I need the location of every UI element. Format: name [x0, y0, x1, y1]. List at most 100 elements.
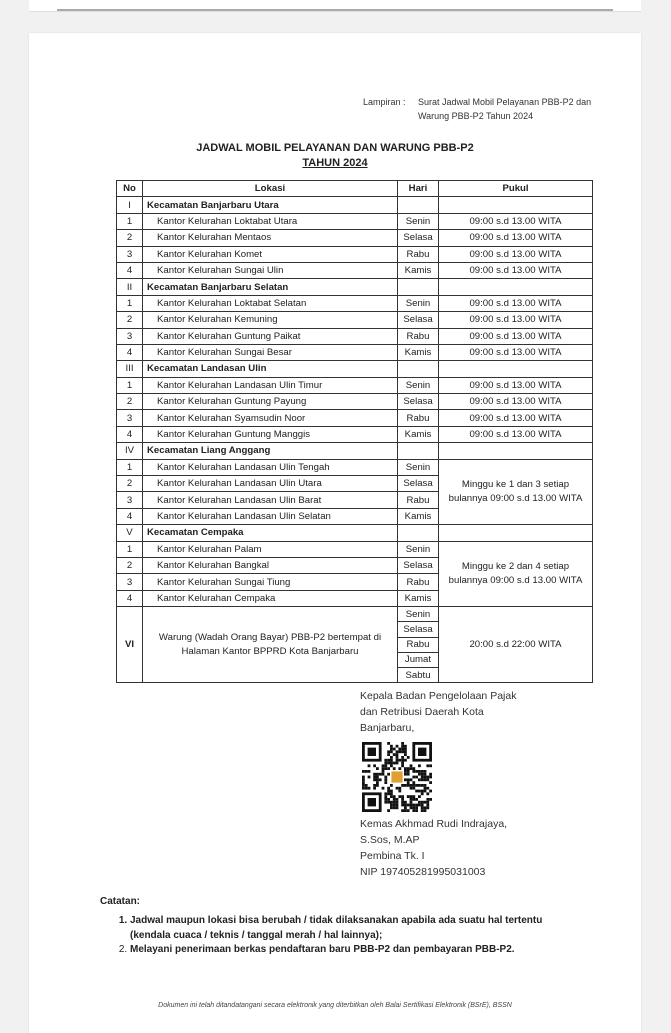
day-cell: Senin	[397, 458, 439, 477]
group-number: V	[116, 524, 143, 542]
qr-module	[412, 809, 416, 812]
qr-module	[362, 770, 365, 773]
qr-module	[406, 784, 410, 787]
attachment-note: Lampiran : Surat Jadwal Mobil Pelayanan …	[363, 95, 591, 123]
district-name: Kecamatan Landasan Ulin	[142, 360, 398, 378]
qr-module	[390, 761, 393, 765]
location-cell: Kantor Kelurahan Sungai Tiung	[142, 573, 398, 591]
day-cell: Rabu	[397, 245, 439, 263]
qr-module	[384, 781, 388, 784]
qr-module	[406, 770, 410, 773]
document-subtitle: TAHUN 2024	[302, 157, 368, 169]
qr-module	[412, 781, 416, 784]
qr-module	[404, 800, 407, 804]
qr-module	[406, 772, 410, 776]
qr-module	[415, 770, 418, 773]
qr-module	[384, 764, 388, 768]
qr-module	[381, 772, 385, 776]
qr-module	[395, 761, 399, 765]
qr-module	[362, 784, 365, 787]
time-cell: 09:00 s.d 13.00 WITA	[438, 294, 593, 313]
day-cell: Senin	[397, 294, 439, 313]
qr-module	[390, 792, 393, 796]
qr-module	[404, 747, 407, 751]
qr-finder	[367, 747, 376, 756]
qr-module	[390, 764, 393, 768]
qr-module	[387, 758, 390, 762]
qr-module	[415, 803, 418, 807]
location-cell: Kantor Kelurahan Cempaka	[142, 589, 398, 608]
day-cell: Senin	[397, 540, 439, 558]
table-row: 3 Kantor Kelurahan Syamsudin Noor Rabu 09:0…	[116, 409, 593, 427]
qr-module	[415, 798, 418, 801]
qr-module	[412, 784, 416, 787]
qr-module	[387, 792, 390, 796]
group-row: IV Kecamatan Liang Anggang	[116, 442, 593, 460]
location-cell: Kantor Kelurahan Kemuning	[142, 311, 398, 329]
table-row: 1 Kantor Kelurahan Loktabat Selatan Senin 0…	[116, 294, 593, 313]
name-line: Kemas Akhmad Rudi Indrajaya,	[360, 818, 508, 830]
qr-module	[401, 803, 404, 807]
qr-module	[395, 798, 399, 801]
qr-module	[420, 784, 424, 787]
qr-module	[395, 744, 399, 748]
qr-module	[418, 800, 421, 804]
schedule-table: No Lokasi Hari Pukul I Kecamatan Banjarba…	[116, 179, 593, 684]
qr-module	[406, 809, 410, 812]
qr-module	[420, 803, 424, 807]
qr-module	[398, 789, 402, 793]
table-row: 2 Kantor Kelurahan Mentaos Selasa 09:00 s.d…	[116, 229, 593, 247]
qr-module	[404, 772, 407, 776]
time-cell: Minggu ke 2 dan 4 setiap bulannya 09:00 …	[438, 540, 593, 608]
qr-module	[423, 809, 427, 812]
group-number: I	[116, 196, 143, 214]
qr-module	[381, 767, 385, 770]
qr-module	[401, 795, 404, 798]
qr-module	[404, 770, 407, 773]
day-cell: Rabu	[397, 327, 439, 345]
qr-module	[378, 772, 382, 776]
table-row: 2 Kantor Kelurahan Kemuning Selasa 09:00 s.…	[116, 311, 593, 329]
time-cell: 09:00 s.d 13.00 WITA	[438, 425, 593, 444]
qr-module	[384, 795, 388, 798]
qr-module	[418, 803, 421, 807]
qr-module	[398, 747, 402, 751]
table-row: 1 Kantor Kelurahan Landasan Ulin Tengah Se…	[116, 458, 593, 526]
qr-module	[390, 795, 393, 798]
qr-module	[384, 761, 388, 765]
qr-module	[404, 758, 407, 762]
qr-module	[395, 803, 399, 807]
qr-module	[426, 800, 430, 804]
table-header-row: No Lokasi Hari Pukul	[116, 179, 593, 198]
qr-module	[418, 772, 421, 776]
logo-emblem-icon	[391, 771, 403, 783]
qr-module	[423, 806, 427, 810]
day-cell: Rabu	[397, 636, 439, 653]
qr-module	[364, 784, 368, 787]
location-cell: Kantor Kelurahan Bangkal	[142, 556, 398, 575]
notes-section: Catatan: Jadwal maupun lokasi bisa berub…	[100, 896, 570, 958]
location-cell: Kantor Kelurahan Landasan Ulin Barat	[142, 491, 398, 509]
qr-module	[398, 758, 402, 762]
qr-module	[429, 781, 432, 784]
row-number: 3	[116, 573, 143, 591]
row-number: 2	[116, 311, 143, 329]
qr-module	[390, 789, 393, 793]
warung-row: VI Warung (Wadah Orang Bayar) PBB-P2 bert…	[116, 606, 593, 684]
qr-module	[409, 803, 413, 807]
qr-module	[409, 778, 413, 782]
time-cell: 09:00 s.d 13.00 WITA	[438, 343, 593, 362]
qr-module	[384, 792, 388, 796]
document-page: Lampiran : Surat Jadwal Mobil Pelayanan …	[29, 33, 641, 1033]
location-cell: Kantor Kelurahan Syamsudin Noor	[142, 409, 398, 427]
district-name: Kecamatan Banjarbaru Utara	[142, 196, 398, 214]
qr-module	[420, 806, 424, 810]
day-cell: Rabu	[397, 573, 439, 591]
notes-heading: Catatan:	[100, 896, 141, 907]
attachment-line-1: Surat Jadwal Mobil Pelayanan PBB-P2 dan	[418, 97, 592, 107]
day-cell: Kamis	[397, 589, 439, 608]
qr-module	[409, 800, 413, 804]
qr-module	[387, 809, 390, 812]
qr-module	[398, 767, 402, 770]
qr-module	[387, 767, 390, 770]
